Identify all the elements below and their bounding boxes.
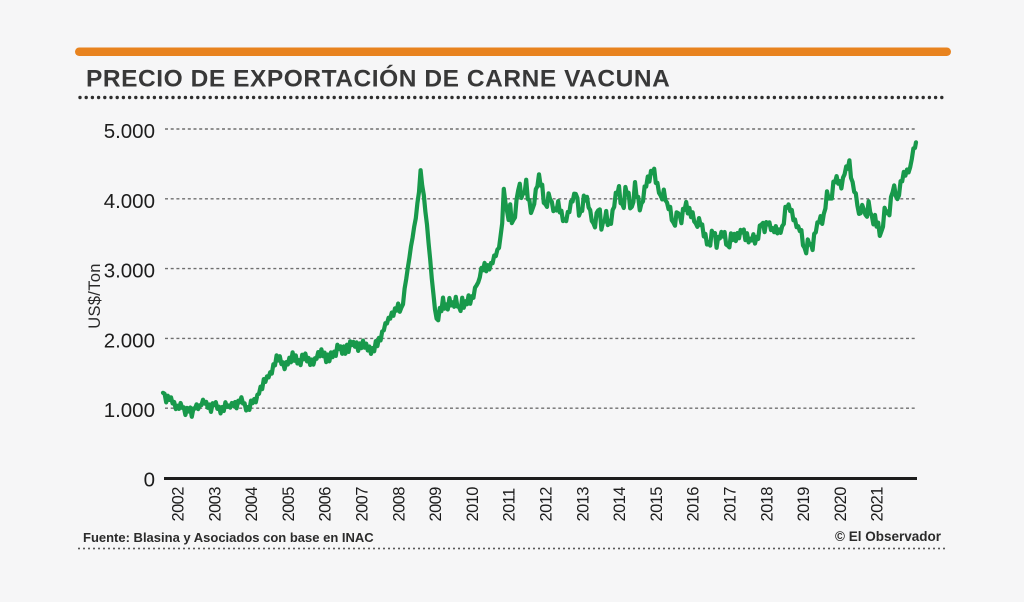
- svg-text:© El Observador: © El Observador: [835, 529, 942, 544]
- svg-text:2005: 2005: [280, 487, 298, 522]
- svg-text:2011: 2011: [501, 488, 519, 522]
- svg-text:2012: 2012: [538, 487, 556, 522]
- svg-text:2021: 2021: [869, 487, 887, 522]
- svg-text:US$/Ton: US$/Ton: [86, 263, 104, 328]
- svg-text:2008: 2008: [390, 487, 408, 522]
- svg-text:2010: 2010: [464, 487, 482, 522]
- svg-text:2019: 2019: [795, 487, 813, 522]
- svg-text:Fuente: Blasina y Asociados co: Fuente: Blasina y Asociados con base en …: [83, 530, 374, 545]
- svg-text:2004: 2004: [243, 487, 261, 522]
- svg-text:2013: 2013: [574, 487, 592, 522]
- svg-text:2006: 2006: [317, 487, 335, 522]
- svg-text:2003: 2003: [206, 487, 224, 522]
- svg-text:2017: 2017: [722, 487, 740, 522]
- svg-text:5.000: 5.000: [104, 120, 155, 143]
- svg-text:2002: 2002: [170, 487, 188, 522]
- svg-text:0: 0: [144, 469, 155, 492]
- svg-text:PRECIO DE EXPORTACIÓN DE CARNE: PRECIO DE EXPORTACIÓN DE CARNE VACUNA: [86, 65, 670, 93]
- svg-text:4.000: 4.000: [104, 190, 155, 213]
- svg-text:2018: 2018: [758, 487, 776, 522]
- svg-text:3.000: 3.000: [104, 260, 155, 283]
- svg-text:2007: 2007: [354, 487, 372, 522]
- svg-text:2015: 2015: [648, 487, 666, 522]
- svg-text:2016: 2016: [685, 487, 703, 522]
- svg-text:1.000: 1.000: [104, 399, 155, 422]
- svg-text:2020: 2020: [832, 487, 850, 522]
- svg-text:2.000: 2.000: [104, 329, 155, 352]
- svg-text:2009: 2009: [427, 487, 445, 522]
- svg-text:2014: 2014: [611, 487, 629, 522]
